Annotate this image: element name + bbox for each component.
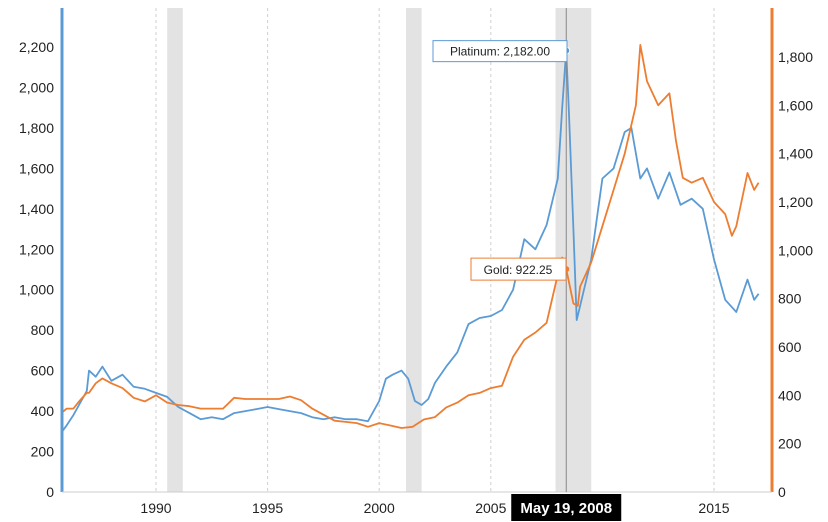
right-tick-label: 1,600 [778,97,813,113]
right-tick-label: 0 [778,484,786,500]
series-layer [61,44,760,432]
left-tick-label: 400 [31,403,55,419]
right-tick-label: 400 [778,387,802,403]
left-tick-label: 1,600 [19,160,54,176]
recession-bands [167,8,592,492]
platinum-tooltip-box [432,40,568,63]
left-tick-label: 1,800 [19,120,54,136]
left-tick-label: 2,000 [19,79,54,95]
date-label: May 19, 2008 [520,500,612,517]
grid-lines [155,8,715,492]
x-tick-label: 2005 [475,500,506,516]
right-tick-label: 600 [778,339,802,355]
recession-band-1 [405,8,422,492]
gold-tooltip-box [470,257,567,281]
right-tick-label: 1,400 [778,146,813,162]
x-tick-label: 1990 [140,500,171,516]
left-tick-label: 0 [46,484,54,500]
left-tick-label: 1,400 [19,201,54,217]
tick-labels: 0 200 400 600 800 1,000 1,200 1,400 1,600 1,800 2,… [19,39,813,516]
platinum-line [61,49,760,432]
recession-band-0 [167,8,183,492]
left-tick-label: 1,200 [19,241,54,257]
right-tick-label: 1,800 [778,49,813,65]
right-tick-label: 1,200 [778,194,813,210]
hover-tooltip: Platinum: 2,182.00 Gold: 922.25 May 19, 20… [432,8,622,521]
x-tick-label: 2015 [698,500,729,516]
right-tick-label: 1,000 [778,242,813,258]
right-tick-label: 200 [778,436,802,452]
platinum-tooltip-label: Platinum: 2,182.00 [450,45,550,59]
right-tick-label: 800 [778,291,802,307]
left-tick-label: 2,200 [19,39,54,55]
x-tick-label: 2000 [364,500,395,516]
date-box [511,494,622,521]
left-tick-label: 600 [31,363,55,379]
gold-line [61,44,760,429]
left-tick-label: 1,000 [19,282,54,298]
left-tick-label: 800 [31,322,55,338]
gold-tooltip-label: Gold: 922.25 [484,263,553,277]
left-tick-label: 200 [31,444,55,460]
axes [60,8,774,493]
x-tick-label: 1995 [252,500,283,516]
